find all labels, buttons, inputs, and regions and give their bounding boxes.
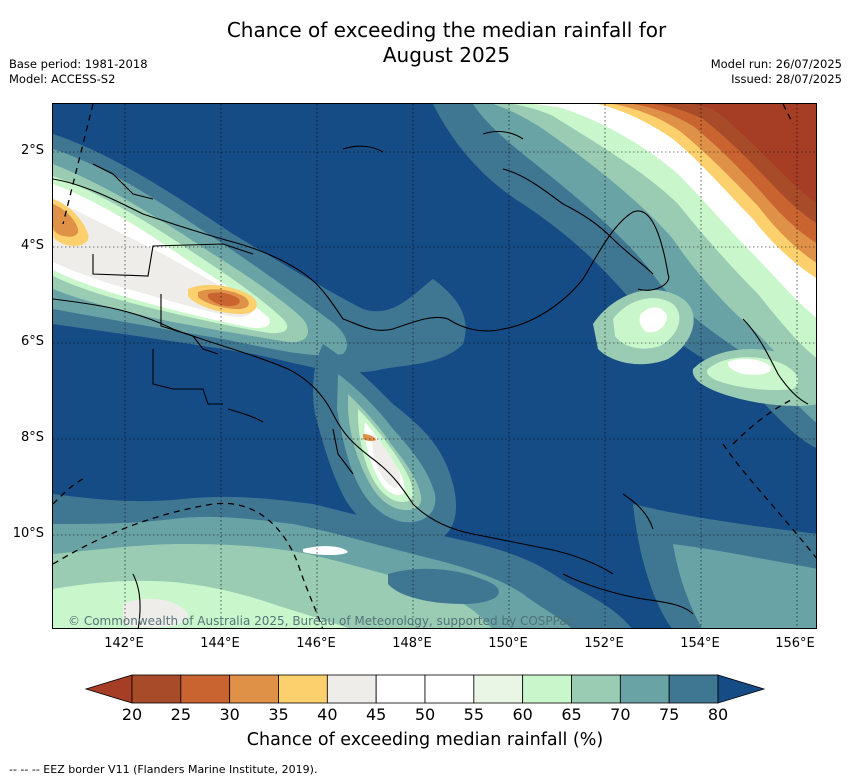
base-period-info: Base period: 1981-2018 Model: ACCESS-S2	[9, 57, 148, 87]
lon-label: 156°E	[775, 636, 815, 651]
colorbar-segment	[375, 674, 426, 704]
colorbar-segment	[278, 674, 328, 704]
colorbar-segment	[668, 674, 719, 704]
central-west-contour-band	[53, 134, 466, 373]
lon-label: 150°E	[488, 636, 528, 651]
colorbar-segment	[326, 674, 377, 704]
colorbar-segment	[424, 674, 475, 704]
map-title: Chance of exceeding the median rainfall …	[0, 18, 850, 68]
colorbar-tick-label: 25	[170, 705, 191, 724]
lon-label: 148°E	[392, 636, 432, 651]
title-line-1: Chance of exceeding the median rainfall …	[226, 18, 667, 42]
colorbar-tick-label: 80	[707, 705, 729, 724]
colorbar-tick-label: 40	[317, 705, 338, 724]
colorbar-tick-label: 30	[219, 705, 240, 724]
colorbar-segments	[84, 674, 766, 704]
copyright-notice: © Commonwealth of Australia 2025, Bureau…	[68, 614, 574, 628]
rainfall-map	[52, 103, 817, 629]
lat-label: 10°S	[12, 526, 44, 541]
colorbar-tick-label: 20	[121, 705, 143, 724]
model-name: Model: ACCESS-S2	[9, 72, 116, 86]
lat-label: 6°S	[20, 334, 44, 349]
southern-contour-band	[53, 494, 816, 628]
eez-borders	[53, 104, 816, 628]
colorbar-tick-label: 35	[268, 705, 289, 724]
colorbar-max-extension	[717, 674, 766, 704]
title-line-2: August 2025	[382, 43, 511, 67]
colorbar-label: Chance of exceeding median rainfall (%)	[246, 730, 604, 750]
model-run-date: Model run: 26/07/2025	[710, 57, 842, 71]
colorbar-tick-label: 70	[610, 705, 631, 724]
colorbar-tick-label: 45	[365, 705, 387, 724]
colorbar-segment	[619, 674, 670, 704]
peninsula-contour-band	[313, 344, 457, 549]
run-info: Model run: 26/07/2025 Issued: 28/07/2025	[711, 57, 842, 87]
base-period: Base period: 1981-2018	[9, 57, 148, 71]
colorbar-segment	[180, 674, 231, 704]
lon-label: 144°E	[200, 636, 240, 651]
country-borders	[92, 243, 354, 475]
colorbar-tick-label: 75	[658, 705, 680, 724]
colorbar-tick-label: 55	[463, 705, 484, 724]
lat-label: 8°S	[20, 430, 44, 445]
graticule	[53, 104, 816, 628]
lon-label: 142°E	[104, 636, 144, 651]
colorbar-segment	[131, 674, 182, 704]
lat-label: 2°S	[20, 143, 44, 158]
colorbar-tick-label: 65	[561, 705, 582, 724]
lon-label: 146°E	[296, 636, 336, 651]
colorbar-segment	[473, 674, 524, 704]
colorbar-min-extension	[84, 674, 133, 704]
east-island-contour-band	[593, 289, 816, 406]
colorbar-tick-label: 60	[512, 705, 533, 724]
colorbar-segment	[522, 674, 572, 704]
lon-label: 154°E	[680, 636, 720, 651]
colorbar-segment	[229, 674, 279, 704]
lat-label: 4°S	[20, 238, 44, 253]
eez-footnote: -- -- -- EEZ border V11 (Flanders Marine…	[9, 763, 318, 776]
map-graphic	[53, 104, 816, 628]
colorbar-tick-label: 50	[414, 705, 436, 724]
issued-date: Issued: 28/07/2025	[731, 72, 842, 86]
colorbar-segment	[571, 674, 621, 704]
lon-label: 152°E	[584, 636, 624, 651]
